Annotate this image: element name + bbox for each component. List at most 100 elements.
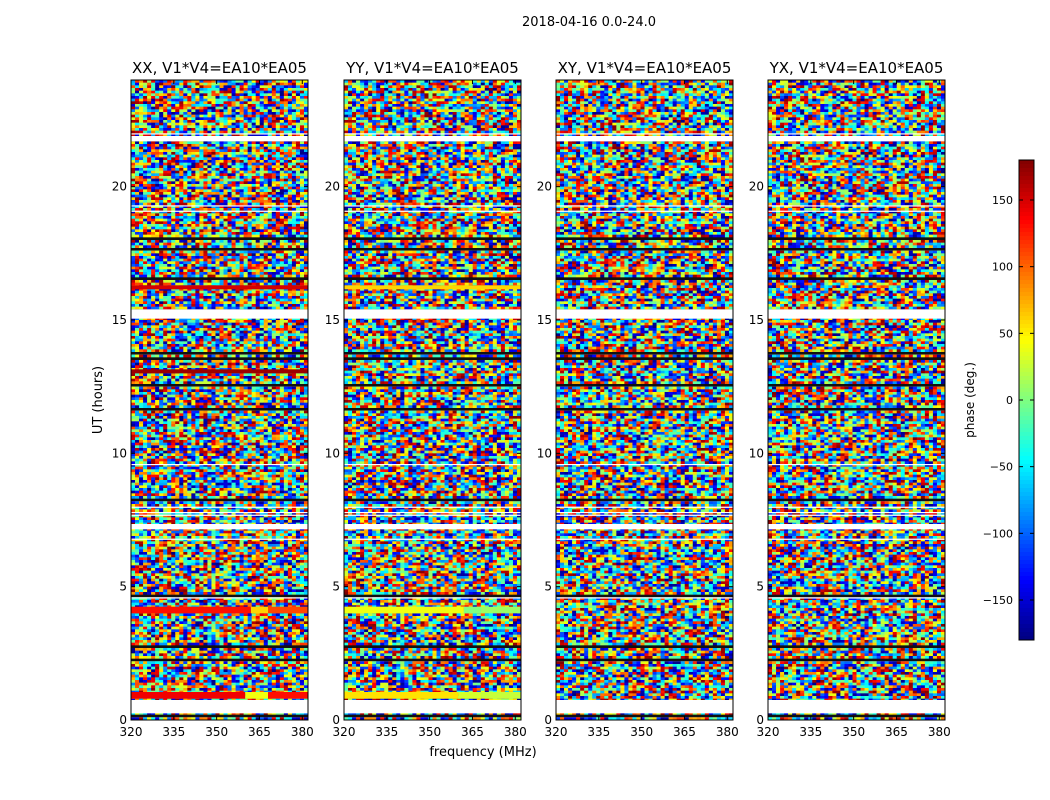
colorbar-segment: [1019, 448, 1034, 452]
colorbar-segment: [1019, 624, 1034, 628]
panel-title: YY, V1*V4=EA10*EA05: [345, 59, 519, 77]
colorbar-segment: [1019, 492, 1034, 496]
phase-raster: [768, 80, 945, 720]
y-axis-label: UT (hours): [91, 366, 106, 434]
y-tick-label: 5: [119, 580, 127, 594]
colorbar-segment: [1019, 516, 1034, 520]
coherent-band: [251, 607, 268, 614]
colorbar-segment: [1019, 228, 1034, 232]
colorbar-segment: [1019, 496, 1034, 500]
y-tick-label: 20: [537, 180, 552, 194]
colorbar-segment: [1019, 604, 1034, 608]
colorbar-segment: [1019, 252, 1034, 256]
coherent-band: [481, 692, 521, 699]
x-tick-label: 365: [885, 725, 908, 739]
colorbar-segment: [1019, 500, 1034, 504]
y-tick-label: 0: [756, 713, 764, 727]
colorbar-segment: [1019, 188, 1034, 192]
colorbar-segment: [1019, 340, 1034, 344]
colorbar-segment: [1019, 364, 1034, 368]
colorbar-segment: [1019, 584, 1034, 588]
x-tick-label: 320: [757, 725, 780, 739]
colorbar-segment: [1019, 612, 1034, 616]
colorbar-segment: [1019, 236, 1034, 240]
colorbar-segment: [1019, 576, 1034, 580]
coherent-band: [268, 607, 308, 614]
coherent-band: [464, 607, 481, 614]
colorbar-segment: [1019, 608, 1034, 612]
colorbar-segment: [1019, 272, 1034, 276]
flagged-band: [768, 136, 945, 141]
colorbar-segment: [1019, 356, 1034, 360]
colorbar-segment: [1019, 180, 1034, 184]
colorbar-segment: [1019, 296, 1034, 300]
colorbar-segment: [1019, 592, 1034, 596]
coherent-band: [481, 607, 521, 614]
colorbar-segment: [1019, 200, 1034, 204]
panel-title: XX, V1*V4=EA10*EA05: [132, 59, 307, 77]
colorbar-segment: [1019, 480, 1034, 484]
flagged-band: [556, 136, 733, 141]
colorbar-segment: [1019, 600, 1034, 604]
x-tick-label: 335: [587, 725, 610, 739]
y-tick-label: 15: [749, 313, 764, 327]
flagged-band: [768, 524, 945, 529]
flagged-band: [131, 700, 308, 713]
colorbar-segment: [1019, 412, 1034, 416]
colorbar-segment: [1019, 456, 1034, 460]
colorbar-segment: [1019, 344, 1034, 348]
colorbar-segment: [1019, 544, 1034, 548]
colorbar-segment: [1019, 468, 1034, 472]
coherent-band: [344, 285, 521, 289]
x-tick-label: 335: [799, 725, 822, 739]
coherent-band: [131, 692, 245, 699]
colorbar-segment: [1019, 556, 1034, 560]
flagged-band: [344, 700, 521, 713]
colorbar-segment: [1019, 476, 1034, 480]
colorbar-segment: [1019, 632, 1034, 636]
colorbar-segment: [1019, 300, 1034, 304]
colorbar-segment: [1019, 244, 1034, 248]
colorbar-segment: [1019, 528, 1034, 532]
x-tick-label: 380: [716, 725, 739, 739]
colorbar-segment: [1019, 416, 1034, 420]
colorbar-tick-label: 50: [999, 327, 1013, 340]
colorbar-label: phase (deg.): [963, 362, 977, 438]
y-tick-label: 15: [325, 313, 340, 327]
x-tick-label: 380: [928, 725, 951, 739]
y-tick-label: 0: [544, 713, 552, 727]
coherent-band: [344, 607, 464, 614]
y-tick-label: 20: [112, 180, 127, 194]
figure-canvas: 2018-04-16 0.0-24.0 XX, V1*V4=EA10*EA053…: [0, 0, 1050, 800]
colorbar-segment: [1019, 512, 1034, 516]
coherent-band: [245, 692, 268, 699]
colorbar-segment: [1019, 204, 1034, 208]
x-axis-label: frequency (MHz): [429, 745, 536, 760]
colorbar-segment: [1019, 320, 1034, 324]
y-tick-label: 5: [544, 580, 552, 594]
colorbar-segment: [1019, 552, 1034, 556]
colorbar-segment: [1019, 372, 1034, 376]
flagged-band: [556, 309, 733, 318]
colorbar-segment: [1019, 452, 1034, 456]
colorbar-segment: [1019, 404, 1034, 408]
y-tick-label: 10: [537, 446, 552, 460]
x-tick-label: 350: [205, 725, 228, 739]
x-tick-label: 380: [291, 725, 314, 739]
colorbar-segment: [1019, 352, 1034, 356]
colorbar-segment: [1019, 160, 1034, 164]
colorbar-segment: [1019, 428, 1034, 432]
y-tick-label: 5: [332, 580, 340, 594]
colorbar-segment: [1019, 488, 1034, 492]
coherent-band: [268, 692, 308, 699]
colorbar-segment: [1019, 192, 1034, 196]
colorbar-segment: [1019, 360, 1034, 364]
flagged-band: [556, 524, 733, 529]
colorbar-segment: [1019, 220, 1034, 224]
colorbar-segment: [1019, 588, 1034, 592]
colorbar-segment: [1019, 432, 1034, 436]
colorbar-tick-label: −50: [990, 461, 1013, 474]
colorbar-segment: [1019, 400, 1034, 404]
